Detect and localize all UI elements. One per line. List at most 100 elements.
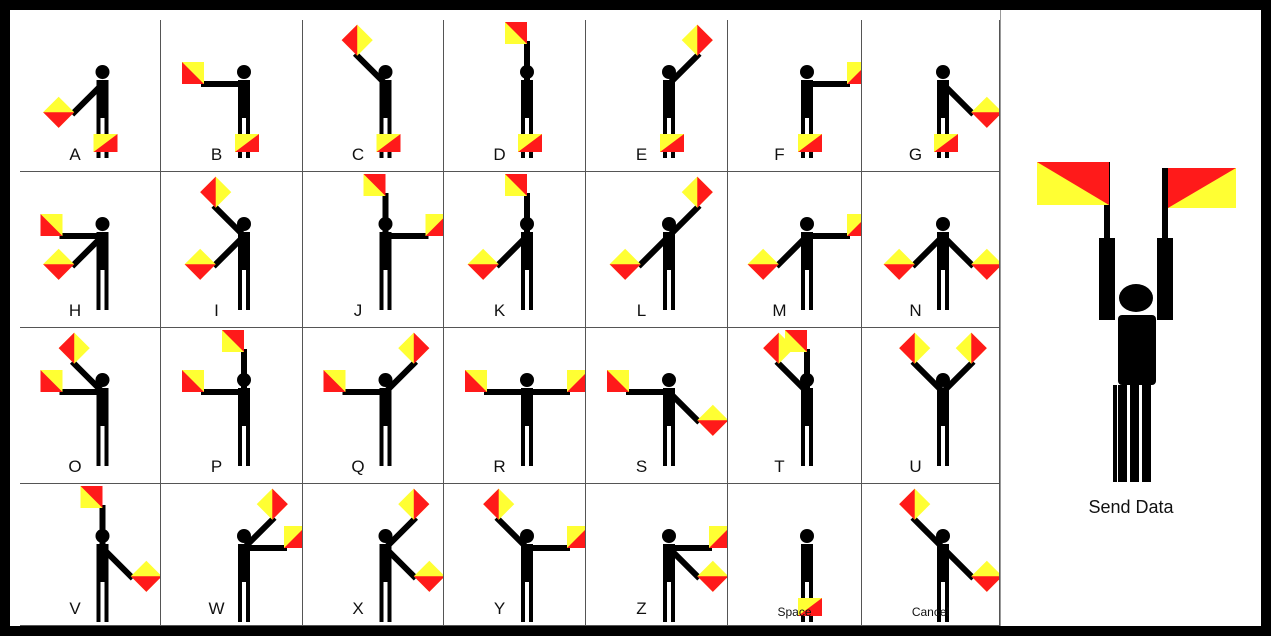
- arm: [938, 543, 976, 581]
- head: [936, 65, 950, 79]
- leg: [246, 582, 250, 622]
- semaphore-figure-icon: [363, 174, 443, 310]
- flag-icon: [413, 560, 443, 592]
- flag-icon: [182, 370, 204, 392]
- semaphore-letter-label: Cancel: [911, 605, 950, 619]
- flag-icon: [607, 370, 629, 392]
- arm: [98, 543, 136, 581]
- semaphore-letter-label: C: [351, 145, 365, 164]
- semaphore-figure-icon: [660, 24, 713, 158]
- head: [936, 373, 950, 387]
- semaphore-figure-icon: [883, 217, 999, 310]
- leg: [529, 270, 533, 310]
- flag-icon: [505, 22, 527, 44]
- head: [800, 217, 814, 231]
- arm: [636, 231, 674, 269]
- leg: [96, 582, 101, 622]
- semaphore-cell-cancel[interactable]: Cancel: [862, 484, 1000, 626]
- semaphore-cell-d[interactable]: D: [444, 20, 586, 172]
- semaphore-cell-c[interactable]: C: [303, 20, 444, 172]
- semaphore-cell-space[interactable]: Space: [728, 484, 862, 626]
- leg: [663, 426, 667, 466]
- semaphore-cell-z[interactable]: Z: [586, 484, 728, 626]
- torso: [379, 388, 392, 426]
- semaphore-cell-k[interactable]: K: [444, 172, 586, 328]
- arm: [381, 543, 419, 581]
- semaphore-cell-g[interactable]: G: [862, 20, 1000, 172]
- semaphore-cell-v[interactable]: V: [20, 484, 161, 626]
- flag-icon: [222, 330, 244, 352]
- flag-icon: [323, 370, 346, 392]
- semaphore-figure-icon: [378, 488, 443, 622]
- head: [662, 217, 676, 231]
- leg: [521, 582, 525, 622]
- flag-icon: [200, 176, 232, 208]
- semaphore-letter-label: N: [909, 301, 922, 320]
- send-data-button[interactable]: Send Data: [1000, 10, 1261, 626]
- semaphore-cell-r[interactable]: R: [444, 328, 586, 484]
- semaphore-cell-f[interactable]: F: [728, 20, 862, 172]
- flag-icon: [971, 248, 999, 280]
- semaphore-cell-i[interactable]: I: [161, 172, 303, 328]
- leg: [663, 270, 667, 310]
- semaphore-cell-j[interactable]: J: [303, 172, 444, 328]
- arm: [910, 515, 948, 553]
- semaphore-cell-l[interactable]: L: [586, 172, 728, 328]
- semaphore-cell-o[interactable]: O: [20, 328, 161, 484]
- flag-icon: [697, 560, 727, 592]
- semaphore-figure-icon: [798, 62, 861, 158]
- semaphore-figure-icon: [341, 24, 401, 158]
- arm: [69, 231, 107, 269]
- torso: [521, 80, 533, 118]
- arm: [381, 359, 419, 397]
- semaphore-figure-icon: [323, 332, 430, 466]
- semaphore-cell-y[interactable]: Y: [444, 484, 586, 626]
- arm: [938, 79, 976, 117]
- semaphore-cell-u[interactable]: U: [862, 328, 1000, 484]
- leg: [246, 426, 250, 466]
- semaphore-cell-t[interactable]: T: [728, 328, 862, 484]
- leg: [521, 270, 525, 310]
- flag-icon: [955, 332, 987, 364]
- semaphore-both-flags-up-icon: [1037, 162, 1236, 482]
- leg: [671, 582, 675, 622]
- semaphore-cell-n[interactable]: N: [862, 172, 1000, 328]
- semaphore-cell-h[interactable]: H: [20, 172, 161, 328]
- semaphore-figure-icon: [184, 176, 251, 310]
- semaphore-cell-p[interactable]: P: [161, 328, 303, 484]
- head: [662, 65, 676, 79]
- torso: [379, 80, 392, 118]
- semaphore-cell-e[interactable]: E: [586, 20, 728, 172]
- flag-icon: [40, 370, 63, 392]
- flag-icon: [899, 488, 931, 520]
- arm: [664, 51, 702, 89]
- semaphore-letter-label: S: [635, 457, 648, 476]
- leg: [937, 270, 941, 310]
- semaphore-figure-icon: [505, 22, 542, 158]
- semaphore-cell-a[interactable]: A: [20, 20, 161, 172]
- flag-icon: [363, 174, 386, 196]
- semaphore-cell-s[interactable]: S: [586, 328, 728, 484]
- semaphore-letter-label: D: [493, 145, 506, 164]
- semaphore-letter-label: W: [208, 599, 225, 618]
- torso: [801, 388, 813, 426]
- head: [936, 217, 950, 231]
- semaphore-figure-icon: [467, 174, 534, 310]
- head: [662, 373, 676, 387]
- semaphore-cell-b[interactable]: B: [161, 20, 303, 172]
- flag-icon: [660, 134, 684, 152]
- flag-icon: [567, 370, 585, 392]
- head: [800, 529, 814, 543]
- semaphore-letter-label: G: [908, 145, 923, 164]
- semaphore-cell-x[interactable]: X: [303, 484, 444, 626]
- leg: [529, 426, 533, 466]
- head: [520, 373, 534, 387]
- flag-icon: [43, 96, 75, 128]
- semaphore-cell-q[interactable]: Q: [303, 328, 444, 484]
- leg: [809, 426, 813, 466]
- flag-icon: [681, 176, 713, 208]
- semaphore-cell-m[interactable]: M: [728, 172, 862, 328]
- semaphore-cell-w[interactable]: W: [161, 484, 303, 626]
- semaphore-letter-label: O: [68, 457, 82, 476]
- flag-icon: [847, 214, 861, 236]
